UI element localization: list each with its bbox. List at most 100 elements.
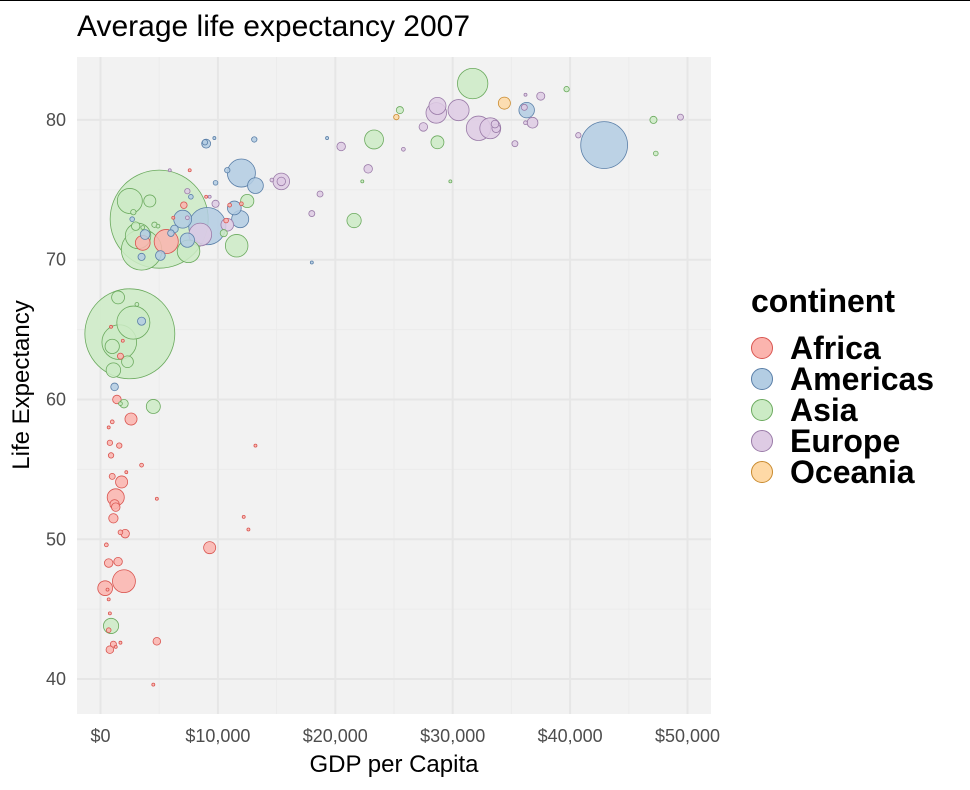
data-point-africa <box>115 475 129 489</box>
data-point-asia <box>140 225 146 230</box>
legend-key-oceania <box>751 461 773 483</box>
legend-label-europe: Europe <box>790 423 900 459</box>
data-point-africa <box>107 452 115 459</box>
data-point-europe <box>184 188 191 195</box>
data-point-asia <box>134 302 140 307</box>
data-point-africa <box>105 627 112 633</box>
data-point-africa <box>118 640 123 645</box>
data-point-asia <box>448 179 453 184</box>
data-point-africa <box>152 637 162 646</box>
data-point-europe <box>490 119 500 129</box>
data-point-asia <box>104 338 120 354</box>
data-point-africa <box>108 513 119 524</box>
y-tick-label: 60 <box>46 389 66 409</box>
data-point-africa <box>120 338 125 343</box>
data-point-americas <box>212 136 217 140</box>
data-point-asia <box>143 194 157 208</box>
data-point-americas <box>580 121 628 169</box>
data-point-africa <box>112 569 136 594</box>
data-point-europe <box>363 164 373 174</box>
x-tick-label: $30,000 <box>420 726 485 746</box>
data-point-africa <box>105 645 115 654</box>
data-point-africa <box>112 394 122 405</box>
data-point-asia <box>563 86 570 93</box>
data-point-europe <box>269 177 275 183</box>
data-point-africa <box>239 201 244 207</box>
data-point-europe <box>575 132 582 139</box>
data-point-africa <box>109 419 115 425</box>
data-point-asia <box>121 355 134 369</box>
data-point-africa <box>111 502 121 512</box>
data-point-asia <box>360 179 365 184</box>
data-point-americas <box>309 260 314 265</box>
data-point-africa <box>139 462 144 468</box>
data-point-americas <box>110 382 119 392</box>
data-point-europe <box>185 215 190 221</box>
y-tick-label: 70 <box>46 250 66 270</box>
data-point-africa <box>204 194 209 199</box>
data-point-africa <box>106 597 111 602</box>
data-point-oceania <box>393 114 400 121</box>
data-point-africa <box>109 324 113 329</box>
data-point-europe <box>308 210 316 217</box>
data-point-africa <box>154 496 159 501</box>
legend-label-asia: Asia <box>790 392 858 428</box>
data-point-europe <box>428 96 447 115</box>
legend-title: continent <box>751 283 895 319</box>
data-point-americas <box>247 177 264 194</box>
data-point-africa <box>223 217 229 224</box>
data-point-europe <box>316 190 324 198</box>
data-point-africa <box>108 472 116 480</box>
data-point-americas <box>251 136 258 143</box>
data-point-europe <box>536 91 546 101</box>
data-point-africa <box>113 556 123 567</box>
y-tick-label: 40 <box>46 669 66 689</box>
data-point-africa <box>124 412 138 426</box>
data-point-europe <box>677 113 684 121</box>
data-point-americas <box>137 252 146 261</box>
data-point-americas <box>518 101 535 119</box>
data-point-americas <box>224 167 231 174</box>
data-point-europe <box>167 168 172 173</box>
data-point-europe <box>511 140 519 148</box>
data-point-asia <box>240 193 255 208</box>
legend-label-americas: Americas <box>790 361 934 397</box>
data-point-americas <box>167 229 175 237</box>
data-point-americas <box>201 139 209 146</box>
data-point-europe <box>523 92 528 97</box>
x-tick-label: $20,000 <box>303 726 368 746</box>
x-tick-label: $50,000 <box>655 726 720 746</box>
x-tick-label: $10,000 <box>185 726 250 746</box>
data-point-africa <box>117 529 124 536</box>
legend-label-africa: Africa <box>790 330 881 366</box>
data-point-americas <box>139 229 151 240</box>
data-point-europe <box>276 176 286 187</box>
data-point-asia <box>653 150 659 157</box>
data-point-asia <box>649 115 658 124</box>
data-point-americas <box>137 316 147 326</box>
data-point-europe <box>401 146 406 152</box>
data-point-africa <box>117 352 124 360</box>
legend: continent AfricaAmericasAsiaEuropeOceani… <box>751 283 934 490</box>
y-tick-label: 80 <box>46 110 66 130</box>
x-tick-label: $0 <box>90 726 110 746</box>
data-point-africa <box>106 425 111 430</box>
data-point-africa <box>171 215 176 220</box>
data-point-africa <box>124 470 129 475</box>
data-point-asia <box>430 135 445 150</box>
data-point-africa <box>241 515 246 519</box>
x-tick-label: $40,000 <box>538 726 603 746</box>
data-point-africa <box>203 541 217 555</box>
data-point-americas <box>129 216 135 222</box>
data-point-africa <box>113 645 118 649</box>
data-point-asia <box>116 188 143 214</box>
data-point-americas <box>212 180 219 186</box>
data-point-europe <box>207 194 212 199</box>
data-point-africa <box>253 443 258 448</box>
data-point-asia <box>145 399 161 414</box>
chart-title: Average life expectancy 2007 <box>77 10 470 43</box>
data-point-asia <box>131 221 141 231</box>
data-point-asia <box>219 229 228 238</box>
legend-key-europe <box>751 430 773 452</box>
data-point-europe <box>520 103 528 111</box>
